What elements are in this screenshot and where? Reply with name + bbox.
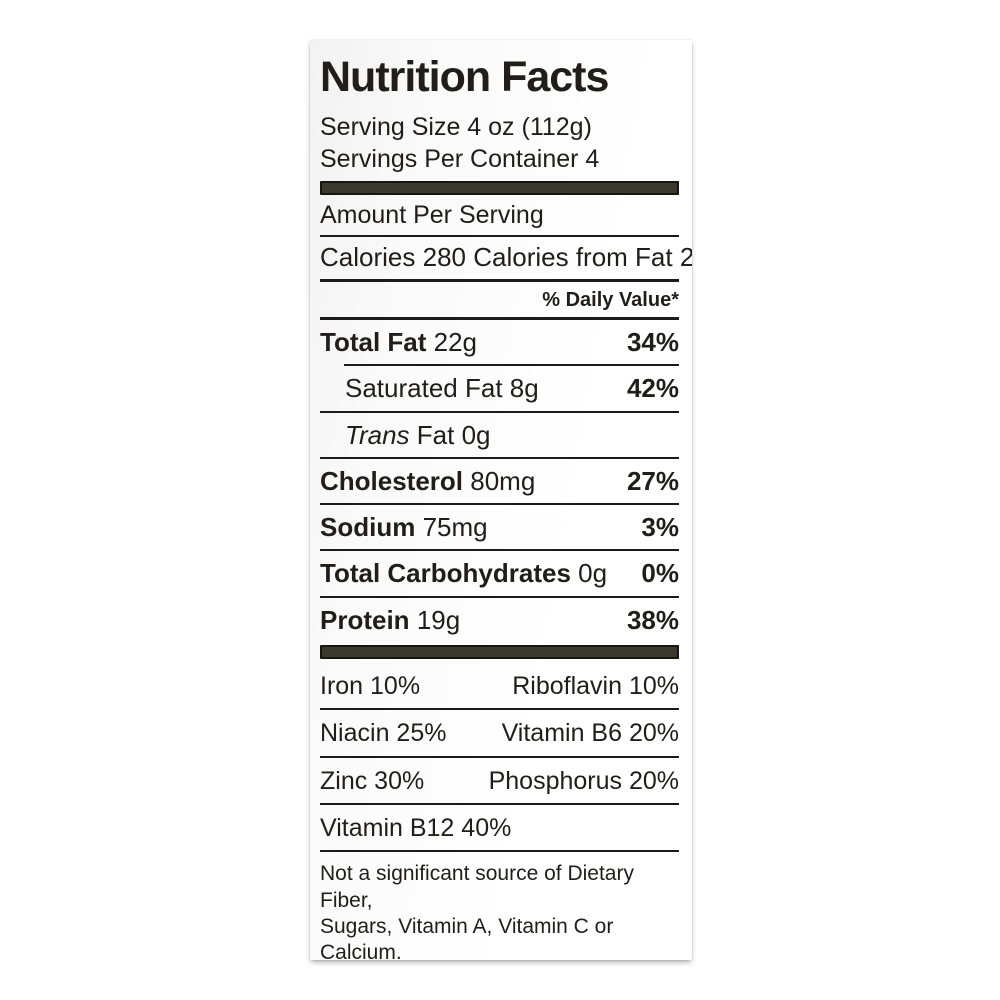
micronutrient-right: Riboflavin 10% [512,672,679,701]
nutrient-row-saturated-fat: Saturated Fat 8g 42% [320,366,679,410]
nutrient-name-amount: Sodium 75mg [320,514,488,541]
divider [320,595,679,598]
nutrient-row-total-fat: Total Fat 22g 34% [320,320,679,364]
nutrient-row-cholesterol: Cholesterol 80mg 27% [320,459,679,503]
micronutrient-row-1: Iron 10% Riboflavin 10% [320,663,679,708]
nutrient-name-italic: Trans [345,419,410,450]
divider [320,503,679,506]
nutrient-dv: 3% [641,512,679,543]
micronutrient-left: Niacin 25% [320,719,447,748]
nutrition-facts-label: Nutrition Facts Serving Size 4 oz (112g)… [310,40,692,960]
nutrient-dv: 27% [626,465,679,496]
divider [320,755,679,758]
divider [320,410,679,413]
nutrient-name-amount: Trans Fat 0g [345,419,491,450]
nutrient-row-trans-fat: Trans Fat 0g [320,413,679,457]
calories-row: Calories 280 Calories from Fat 200 [320,237,692,279]
thick-divider-top [320,181,679,195]
micronutrient-left: Vitamin B12 40% [320,813,512,842]
micronutrient-row-4: Vitamin B12 40% [320,805,679,850]
nutrient-amount: 75mg [422,512,488,543]
nutrient-dv: 38% [626,604,679,635]
nutrient-amount: 0g [461,419,491,450]
divider [320,549,679,552]
amount-per-serving-label: Amount Per Serving [320,201,544,229]
nutrient-amount: 8g [509,373,539,404]
divider [320,802,679,805]
nutrient-row-sodium: Sodium 75mg 3% [320,505,679,549]
daily-value-header: % Daily Value* [542,289,679,311]
calories-value: 280 [422,242,466,272]
micronutrient-row-3: Zinc 30% Phosphorus 20% [320,758,679,803]
serving-size-text: Serving Size 4 oz (112g) [320,113,592,141]
nutrient-row-protein: Protein 19g 38% [320,598,679,642]
servings-per-container-text: Servings Per Container 4 [320,145,600,173]
note-line-2: Sugars, Vitamin A, Vitamin C or Calcium. [320,914,614,960]
micronutrient-left: Zinc 30% [320,766,425,795]
nutrient-amount: 80mg [470,465,536,496]
calories-from-fat-value: 200 [679,242,692,272]
micronutrient-right: Vitamin B6 20% [501,719,679,748]
nutrient-row-total-carbohydrates: Total Carbohydrates 0g 0% [320,551,679,595]
micronutrient-row-2: Niacin 25% Vitamin B6 20% [320,710,679,755]
note-line-1: Not a significant source of Dietary Fibe… [320,862,634,912]
divider [320,279,679,282]
nutrient-amount: 19g [416,604,461,635]
divider [320,235,679,237]
nutrient-name: Protein [320,604,410,635]
nutrient-dv: 42% [626,373,679,404]
calories-label: Calories [320,242,416,272]
label-title: Nutrition Facts [320,53,609,101]
micronutrient-right: Phosphorus 20% [488,766,679,795]
nutrient-name: Cholesterol [320,465,464,496]
calories-from-fat-label: Calories from Fat [473,242,673,272]
divider [320,317,679,320]
not-significant-note: Not a significant source of Dietary Fibe… [320,852,679,960]
nutrient-name: Total Carbohydrates [320,558,571,589]
nutrient-name: Fat [416,419,455,450]
nutrient-amount: 22g [433,327,478,357]
nutrient-name: Saturated Fat [345,373,503,404]
thick-divider-bottom [320,645,679,660]
nutrient-name: Sodium [320,512,416,543]
divider-indented [344,364,679,367]
nutrient-dv: 34% [626,327,679,357]
divider [320,456,679,459]
divider [320,850,679,853]
nutrient-name-amount: Total Carbohydrates 0g [320,560,607,587]
nutrient-name-amount: Total Fat 22g [320,327,478,357]
nutrient-name: Total Fat [320,327,427,357]
nutrient-name-amount: Saturated Fat 8g [345,375,539,402]
nutrient-name-amount: Cholesterol 80mg [320,465,536,496]
nutrient-name-amount: Protein 19g [320,604,461,635]
nutrient-dv: 0% [641,558,679,589]
divider [320,708,679,711]
nutrient-amount: 0g [578,558,608,589]
micronutrient-left: Iron 10% [320,672,421,701]
